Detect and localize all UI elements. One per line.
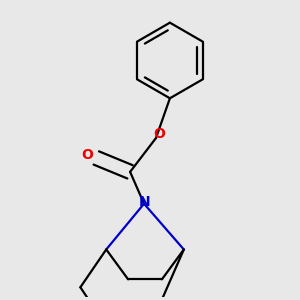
Text: O: O bbox=[153, 127, 165, 141]
Text: N: N bbox=[139, 195, 151, 209]
Text: O: O bbox=[82, 148, 94, 162]
